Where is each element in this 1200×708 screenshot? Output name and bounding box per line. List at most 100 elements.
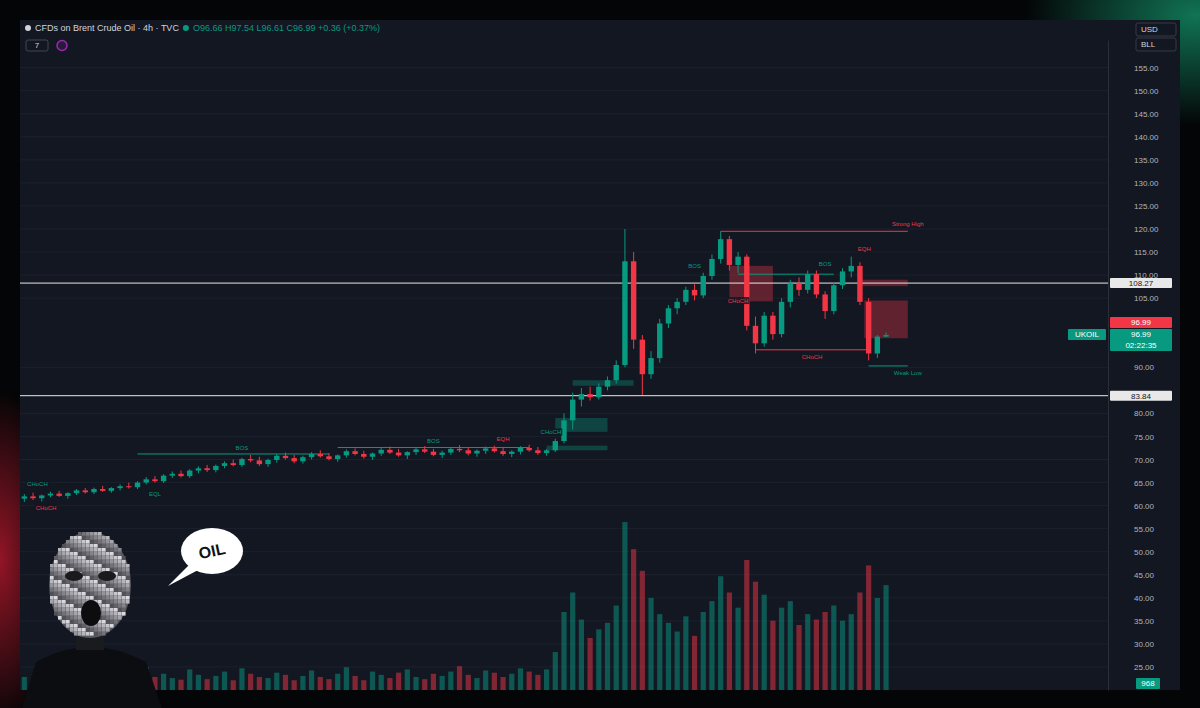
candle-body — [857, 266, 862, 302]
candle-body — [840, 271, 845, 285]
y-tick: 135.00 — [1108, 156, 1159, 165]
mosaic-tile — [98, 540, 102, 544]
candle-body — [352, 451, 357, 454]
mosaic-tile — [58, 580, 62, 584]
mosaic-tile — [58, 612, 62, 616]
candle-body — [187, 471, 192, 477]
mosaic-tile — [110, 624, 114, 628]
mosaic-tile — [58, 552, 62, 556]
mosaic-tile — [66, 612, 70, 616]
candle-body — [204, 468, 209, 470]
volume-bar — [744, 560, 749, 690]
volume-bar — [805, 614, 810, 690]
mosaic-tile — [110, 560, 114, 564]
volume-bar — [309, 671, 314, 691]
speech-text: OIL — [197, 540, 227, 562]
mosaic-tile — [70, 612, 74, 616]
mosaic-tile — [86, 564, 90, 568]
mosaic-tile — [62, 564, 66, 568]
candle-body — [117, 486, 122, 488]
tick-label: 60.00 — [1134, 502, 1155, 511]
status-dot — [183, 25, 189, 31]
mosaic-tile — [98, 564, 102, 568]
chart-root: Strong HighWeak LowCHoCHCHoCHBOSBOSEQHCH… — [0, 0, 1200, 708]
symbol-label-box — [1068, 329, 1106, 340]
annotation-patch — [857, 245, 872, 252]
mosaic-tile — [90, 564, 94, 568]
annotation-label: EQL — [149, 491, 162, 497]
mosaic-tile — [62, 560, 66, 564]
volume-bar — [553, 652, 558, 690]
candle-body — [622, 261, 627, 365]
mosaic-tile — [62, 604, 66, 608]
mascot-mouth — [81, 600, 101, 626]
mosaic-tile — [126, 600, 130, 604]
volume-bar — [396, 673, 401, 690]
mosaic-tile — [74, 584, 78, 588]
grid — [20, 68, 1108, 667]
volume-bar — [231, 680, 236, 690]
ohlc-values: O96.66 H97.54 L96.61 C96.99 +0.36 (+0.37… — [193, 23, 380, 33]
tick-label: 65.00 — [1134, 479, 1155, 488]
annotation-label: CHoCH — [728, 298, 749, 304]
volume-bar — [735, 608, 740, 690]
y-tick: 145.00 — [1108, 110, 1159, 119]
y-tick: 45.00 — [1108, 571, 1155, 580]
tick-label: 25.00 — [1134, 663, 1155, 672]
candle-body — [231, 463, 236, 465]
tick-label: 40.00 — [1134, 594, 1155, 603]
mosaic-tile — [74, 588, 78, 592]
mosaic-tile — [82, 588, 86, 592]
y-tick: 60.00 — [1108, 502, 1155, 511]
mosaic-tile — [70, 608, 74, 612]
mosaic-tile — [110, 584, 114, 588]
tick-label: 35.00 — [1134, 617, 1155, 626]
candle-body — [727, 239, 732, 265]
volume-bar — [518, 668, 523, 690]
mosaic-tile — [122, 580, 126, 584]
volume-bar — [318, 677, 323, 690]
annotation-label: CHoCH — [36, 505, 57, 511]
candle-body — [379, 450, 384, 454]
y-tick: 50.00 — [1108, 548, 1155, 557]
mosaic-tile — [62, 616, 66, 620]
grid-line — [20, 205, 1108, 206]
mosaic-tile — [90, 588, 94, 592]
y-tick: 130.00 — [1108, 179, 1159, 188]
mosaic-tile — [66, 588, 70, 592]
mosaic-tile — [66, 580, 70, 584]
tick-label: 145.00 — [1134, 110, 1159, 119]
mosaic-tile — [50, 596, 54, 600]
mosaic-tile — [118, 564, 122, 568]
mosaic-tile — [106, 548, 110, 552]
mosaic-tile — [54, 560, 58, 564]
mosaic-tile — [110, 556, 114, 560]
mosaic-tile — [126, 572, 130, 576]
mosaic-tile — [102, 592, 106, 596]
annotation-patch — [891, 221, 925, 228]
volume-bar — [796, 625, 801, 690]
y-axis: 25.0030.0035.0040.0045.0050.0055.0060.00… — [1108, 41, 1159, 691]
candle-body — [161, 476, 166, 482]
mosaic-tile — [110, 544, 114, 548]
mosaic-tile — [94, 536, 98, 540]
mosaic-tile — [102, 560, 106, 564]
mosaic-tile — [74, 620, 78, 624]
mosaic-tile — [82, 564, 86, 568]
annotation-label: Weak Low — [894, 370, 923, 376]
mosaic-tile — [58, 616, 62, 620]
chart-svg: Strong HighWeak LowCHoCHCHoCHBOSBOSEQHCH… — [0, 0, 1200, 708]
mosaic-tile — [86, 628, 90, 632]
mosaic-tile — [62, 584, 66, 588]
mosaic-tile — [62, 592, 66, 596]
mosaic-tile — [66, 616, 70, 620]
y-tick: 30.00 — [1108, 640, 1155, 649]
annotation-label: CHoCH — [541, 429, 562, 435]
mosaic-tile — [78, 628, 82, 632]
candle-body — [579, 394, 584, 400]
mosaic-tile — [114, 560, 118, 564]
volume-bar — [387, 678, 392, 690]
mosaic-tile — [54, 612, 58, 616]
candle-body — [674, 302, 679, 308]
mosaic-tile — [74, 612, 78, 616]
